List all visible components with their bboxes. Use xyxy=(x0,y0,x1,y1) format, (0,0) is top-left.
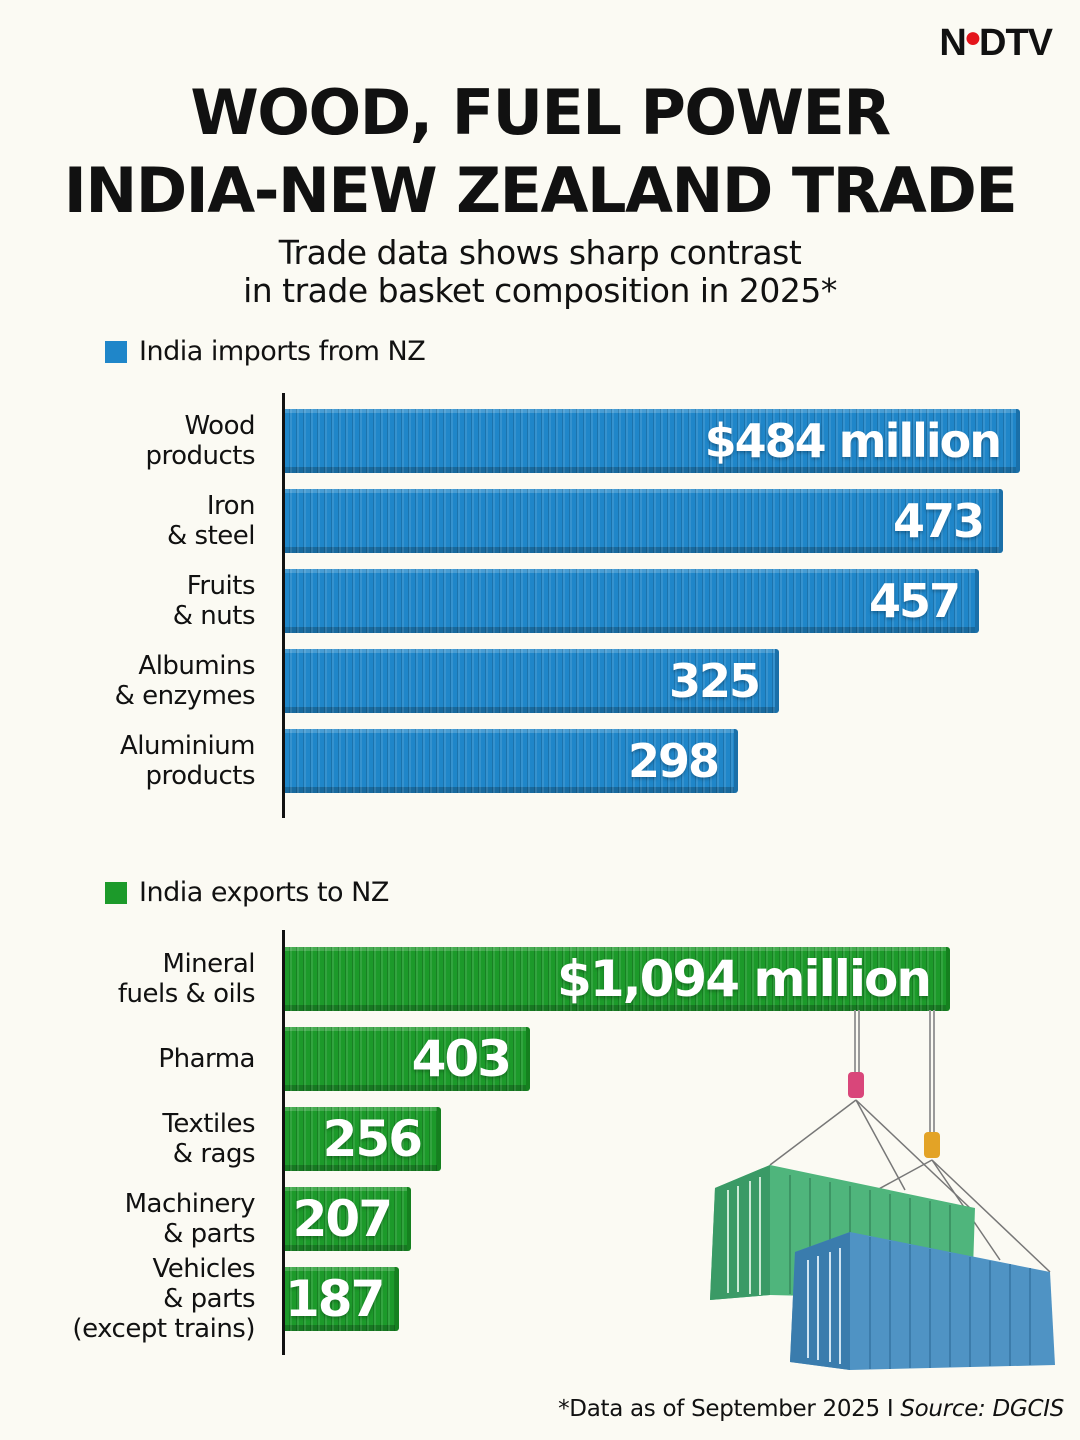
data-date-note: *Data as of September 2025 I xyxy=(558,1396,901,1422)
y-axis-line xyxy=(282,930,285,1355)
legend-label: India imports from NZ xyxy=(139,336,426,367)
bar-exp xyxy=(285,1187,411,1251)
bar-value-label: 325 xyxy=(668,654,761,708)
page-subtitle: Trade data shows sharp contrast in trade… xyxy=(0,234,1080,310)
bar-value-label: 457 xyxy=(868,574,961,628)
bar-value-label: 473 xyxy=(892,494,985,548)
category-label: Wood products xyxy=(145,411,255,471)
bar-value-label: 403 xyxy=(411,1030,512,1088)
source-label: Source: DGCIS xyxy=(900,1396,1064,1422)
category-label: Mineral fuels & oils xyxy=(117,949,256,1009)
bar-exp xyxy=(285,1107,441,1171)
category-label: Albumins & enzymes xyxy=(114,651,256,711)
hook-yellow-icon xyxy=(924,1132,940,1158)
category-label: Aluminium products xyxy=(119,731,256,791)
subtitle-line-2: in trade basket composition in 2025* xyxy=(243,271,837,310)
category-label: Pharma xyxy=(158,1044,255,1074)
bar-value-label: 207 xyxy=(292,1190,393,1248)
legend-imports: India imports from NZ xyxy=(105,336,426,367)
footer-note: *Data as of September 2025 I Source: DGC… xyxy=(558,1396,1064,1422)
bar-value-label: $484 million xyxy=(704,414,1002,468)
legend-swatch xyxy=(105,881,127,904)
y-axis-line xyxy=(282,393,285,818)
bar-value-label: 256 xyxy=(322,1110,423,1168)
bar-exp xyxy=(285,1267,399,1331)
bar-value-label: $1,094 million xyxy=(557,950,932,1008)
page-title: WOOD, FUEL POWER INDIA-NEW ZEALAND TRADE xyxy=(0,74,1080,230)
bar-imp xyxy=(285,489,1003,553)
bar-exp xyxy=(285,1027,530,1091)
category-label: Fruits & nuts xyxy=(172,571,256,631)
category-label: Machinery & parts xyxy=(124,1189,256,1249)
ndtv-logo: N ● D TV xyxy=(939,20,1053,65)
bar-imp xyxy=(285,569,979,633)
container-crane-illustration xyxy=(710,1010,1055,1370)
bar-imp xyxy=(285,409,1020,473)
category-label: Iron & steel xyxy=(167,491,256,551)
bar-exp xyxy=(285,947,950,1011)
title-line-1: WOOD, FUEL POWER xyxy=(190,76,891,149)
subtitle-line-1: Trade data shows sharp contrast xyxy=(278,233,802,272)
legend-exports: India exports to NZ xyxy=(105,877,389,908)
bar-value-label: 187 xyxy=(285,1270,385,1328)
bar-imp xyxy=(285,729,738,793)
title-line-2: INDIA-NEW ZEALAND TRADE xyxy=(63,154,1018,227)
category-label: Textiles & rags xyxy=(162,1109,255,1169)
bar-value-label: 298 xyxy=(627,734,720,788)
legend-label: India exports to NZ xyxy=(139,877,389,908)
bar-imp xyxy=(285,649,779,713)
category-label: Vehicles & parts (except trains) xyxy=(72,1254,255,1344)
legend-swatch xyxy=(105,340,127,363)
hook-pink-icon xyxy=(848,1072,864,1098)
